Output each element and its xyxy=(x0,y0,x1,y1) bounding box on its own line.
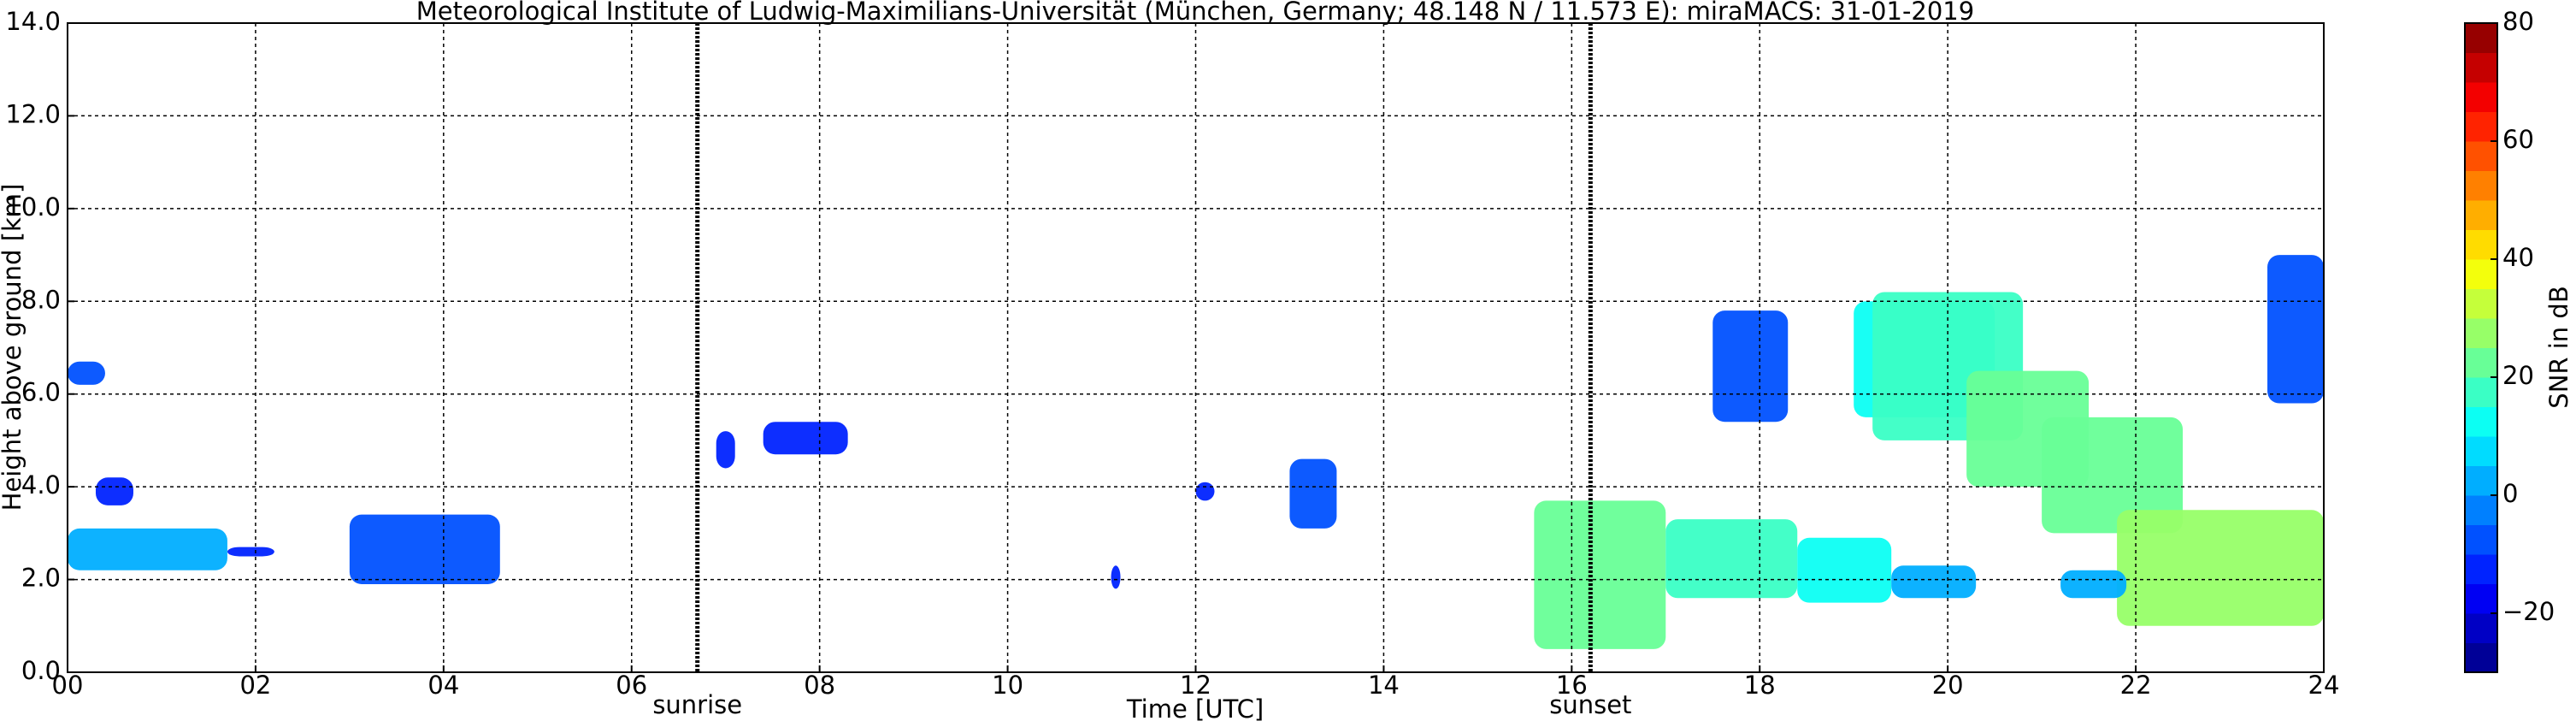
echo-cell xyxy=(68,361,105,385)
echo-cell xyxy=(1797,537,1892,603)
colorbar-tick-label: 60 xyxy=(2502,125,2534,154)
echo-cell xyxy=(1665,519,1798,599)
colorbar-tick-label: −20 xyxy=(2502,597,2555,626)
colorbar-band xyxy=(2465,52,2497,83)
colorbar-band xyxy=(2465,141,2497,171)
echo-cell xyxy=(1195,482,1215,501)
x-tick-label: 04 xyxy=(427,671,459,700)
echo-cell xyxy=(763,422,848,455)
y-tick-label: 6.0 xyxy=(21,378,61,407)
y-tick-label: 14.0 xyxy=(5,7,61,36)
echo-cell xyxy=(2042,417,2184,534)
colorbar-band xyxy=(2465,406,2497,437)
y-tick-label: 12.0 xyxy=(5,99,61,128)
colorbar-band xyxy=(2465,583,2497,614)
colorbar-band xyxy=(2465,288,2497,319)
echo-cell xyxy=(1534,500,1666,649)
y-tick-label: 2.0 xyxy=(21,564,61,593)
x-tick-label: 20 xyxy=(1932,671,1964,700)
colorbar-band xyxy=(2465,259,2497,289)
y-tick-label: 4.0 xyxy=(21,470,61,499)
colorbar-band xyxy=(2465,111,2497,142)
colorbar-band xyxy=(2465,465,2497,496)
x-tick-label: 08 xyxy=(804,671,835,700)
x-tick-label: 10 xyxy=(992,671,1023,700)
colorbar-tick-label: 40 xyxy=(2502,243,2534,272)
colorbar-band xyxy=(2465,318,2497,348)
y-tick-label: 10.0 xyxy=(5,192,61,222)
echo-cell xyxy=(95,477,133,505)
echo-cell xyxy=(1289,458,1337,529)
colorbar-band xyxy=(2465,229,2497,260)
colorbar-band xyxy=(2465,524,2497,555)
echo-cell xyxy=(1111,565,1121,589)
colorbar-band xyxy=(2465,23,2497,53)
x-tick-label: 24 xyxy=(2308,671,2340,700)
colorbar-band xyxy=(2465,200,2497,230)
x-tick-label: 06 xyxy=(616,671,647,700)
colorbar-band xyxy=(2465,642,2497,673)
colorbar-band xyxy=(2465,82,2497,112)
echo-cell xyxy=(2267,255,2324,404)
colorbar-band xyxy=(2465,436,2497,466)
colorbar-tick-label: 20 xyxy=(2502,361,2534,390)
x-tick-label: 16 xyxy=(1556,671,1588,700)
x-tick-label: 02 xyxy=(239,671,271,700)
x-axis-label: Time [UTC] xyxy=(1126,694,1264,724)
echo-cell xyxy=(349,514,500,584)
x-tick-label: 22 xyxy=(2120,671,2152,700)
y-tick-label: 8.0 xyxy=(21,285,61,314)
colorbar-band xyxy=(2465,613,2497,643)
echo-cell xyxy=(1891,565,1977,599)
x-tick-label: 14 xyxy=(1368,671,1400,700)
echo-cell xyxy=(2060,570,2127,599)
plot-frame xyxy=(67,22,2325,673)
chart-title: Meteorological Institute of Ludwig-Maxim… xyxy=(416,0,1974,26)
colorbar-band xyxy=(2465,554,2497,584)
echo-cell xyxy=(716,431,735,469)
colorbar-band xyxy=(2465,495,2497,525)
x-tick-label: 18 xyxy=(1744,671,1776,700)
colorbar-label: SNR in dB xyxy=(2544,286,2573,408)
echo-cell xyxy=(1712,310,1789,423)
echo-cell xyxy=(68,528,227,570)
annotation-label: sunrise xyxy=(652,690,742,719)
y-axis-label: Height above ground [km] xyxy=(0,184,27,511)
colorbar-tick-label: 0 xyxy=(2502,479,2518,508)
echo-cell xyxy=(2117,510,2324,626)
echo-cell xyxy=(227,547,274,557)
annotation-label: sunset xyxy=(1549,690,1631,719)
colorbar-band xyxy=(2465,377,2497,407)
x-tick-label: 12 xyxy=(1180,671,1211,700)
colorbar-band xyxy=(2465,170,2497,201)
y-tick-label: 0.0 xyxy=(21,656,61,685)
colorbar-frame xyxy=(2464,22,2498,673)
colorbar-band xyxy=(2465,347,2497,378)
colorbar-tick-label: 80 xyxy=(2502,7,2534,36)
x-tick-label: 00 xyxy=(52,671,84,700)
